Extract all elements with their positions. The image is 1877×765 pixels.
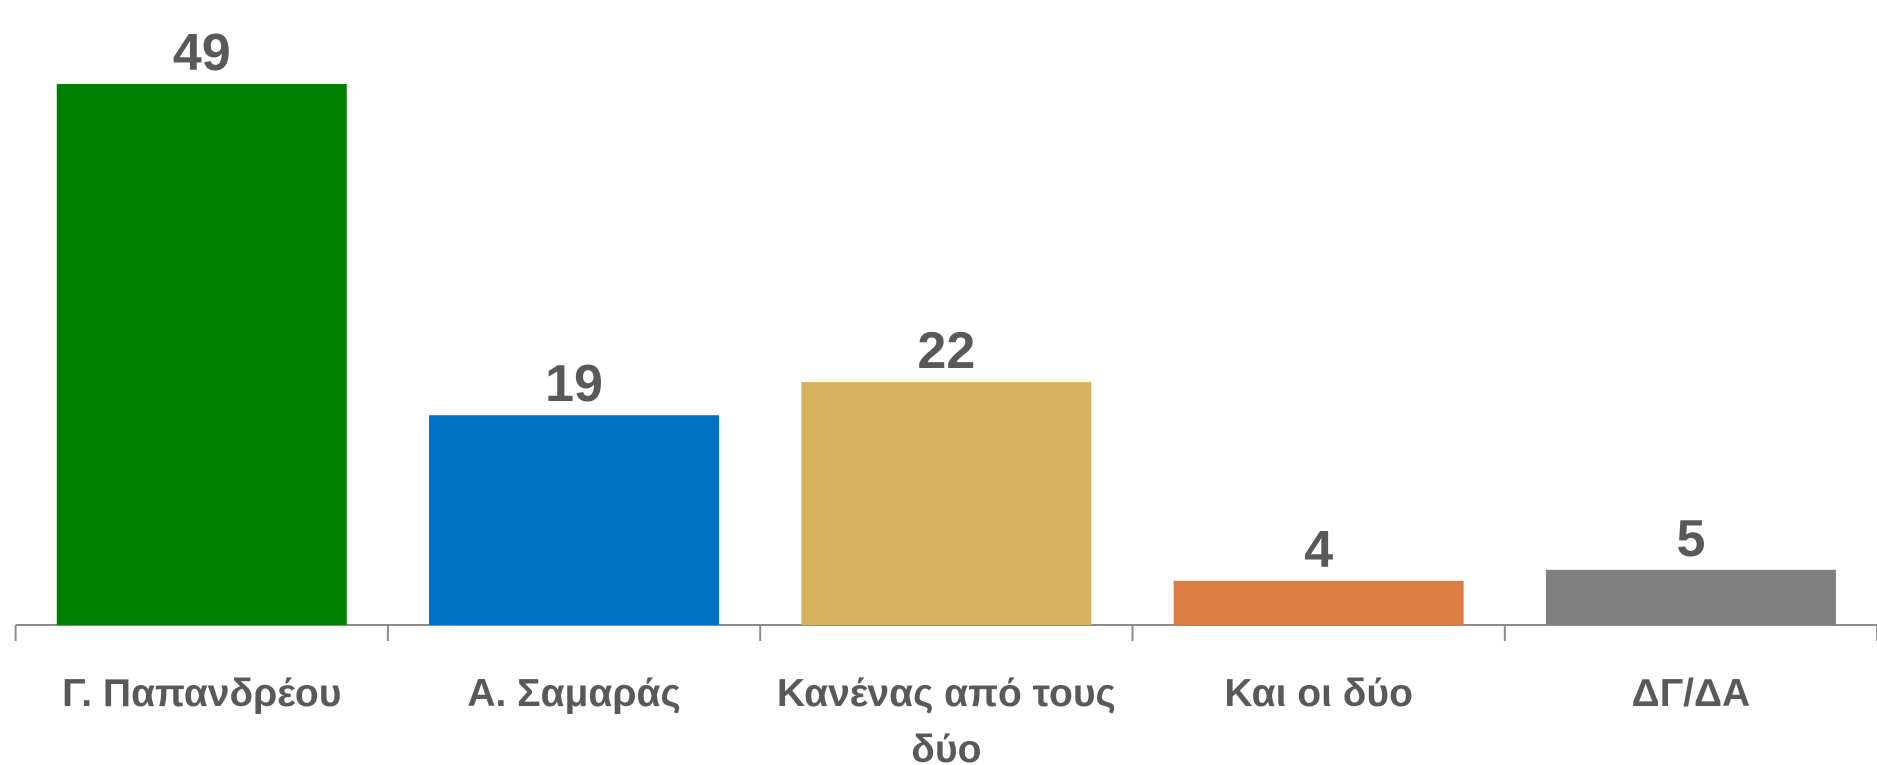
x-tick-label: Α. Σαμαράς xyxy=(467,672,681,715)
value-label: 5 xyxy=(1676,510,1705,568)
x-tick-label: Γ. Παπανδρέου xyxy=(62,672,342,715)
bar xyxy=(429,415,720,625)
x-tick-label: Κανένας από τους δύο xyxy=(776,672,1116,765)
x-tick-label: Και οι δύο xyxy=(1224,672,1413,715)
value-label: 22 xyxy=(917,322,975,380)
bar xyxy=(1173,580,1464,625)
value-label: 49 xyxy=(173,24,231,82)
bar xyxy=(56,84,347,626)
value-label: 4 xyxy=(1304,521,1333,579)
bar xyxy=(1545,569,1836,625)
x-tick-label: ΔΓ/ΔΑ xyxy=(1631,672,1751,715)
bar xyxy=(801,382,1092,625)
value-label: 19 xyxy=(545,355,603,413)
